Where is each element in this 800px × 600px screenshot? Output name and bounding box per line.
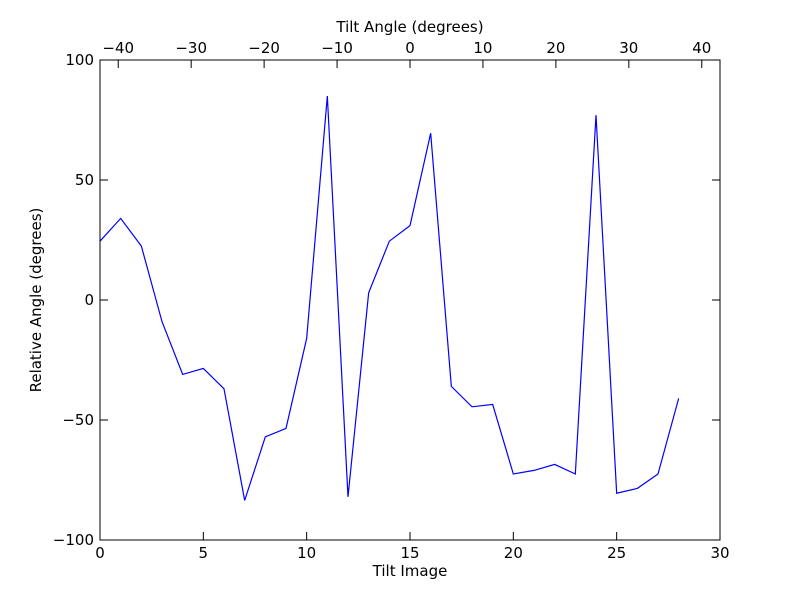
top-x-tick-label: 0 bbox=[405, 39, 415, 57]
top-x-tick-label: 40 bbox=[692, 39, 711, 57]
y-tick-label: 0 bbox=[84, 291, 94, 309]
top-x-axis-title: Tilt Angle (degrees) bbox=[335, 18, 483, 36]
x-tick-label: 0 bbox=[95, 544, 105, 562]
top-x-tick-label: −10 bbox=[321, 39, 353, 57]
tick-layer: 0 5 10 15 20 25 30−40 −30 −20 −10 0 10 20 30 40−100−50… bbox=[53, 39, 730, 562]
x-tick-label: 30 bbox=[710, 544, 729, 562]
y-axis-title: Relative Angle (degrees) bbox=[27, 208, 45, 393]
x-tick-label: 25 bbox=[607, 544, 626, 562]
x-axis-title: Tilt Image bbox=[372, 562, 448, 580]
top-x-tick-label: 30 bbox=[619, 39, 638, 57]
top-x-tick-label: −30 bbox=[175, 39, 207, 57]
series-line bbox=[99, 95, 680, 501]
top-x-tick-label: −20 bbox=[248, 39, 280, 57]
y-tick-label: −50 bbox=[62, 411, 94, 429]
y-tick-label: 100 bbox=[65, 51, 94, 69]
series-layer bbox=[99, 95, 680, 501]
y-tick-label: −100 bbox=[53, 531, 94, 549]
x-tick-label: 20 bbox=[504, 544, 523, 562]
top-x-tick-label: 20 bbox=[546, 39, 565, 57]
x-tick-label: 10 bbox=[297, 544, 316, 562]
x-tick-label: 15 bbox=[400, 544, 419, 562]
x-tick-label: 5 bbox=[199, 544, 209, 562]
y-tick-label: 50 bbox=[75, 171, 94, 189]
top-x-tick-label: −40 bbox=[102, 39, 134, 57]
top-x-tick-label: 10 bbox=[473, 39, 492, 57]
plot-frame bbox=[99, 59, 721, 541]
